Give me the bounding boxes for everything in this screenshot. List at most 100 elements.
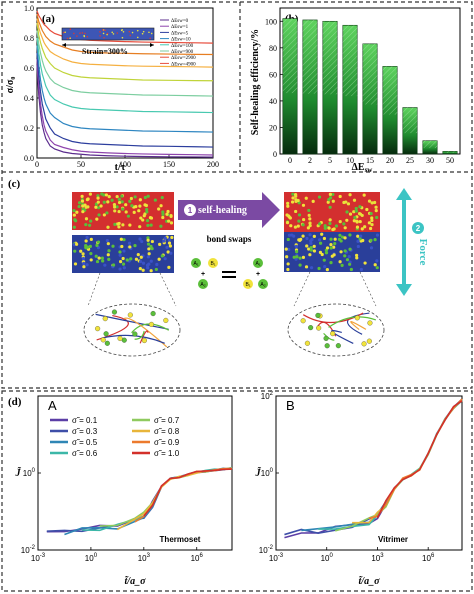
panel-b-xtick-label: 15: [366, 156, 374, 165]
block-particle: [72, 208, 76, 213]
block-particle: [332, 227, 336, 231]
panel-db-xtick-label: 10-3: [269, 553, 284, 563]
inset-particle: [66, 37, 69, 40]
block-particle: [143, 195, 147, 200]
block-particle: [100, 256, 105, 260]
block-particle: [141, 261, 146, 265]
panel-da-legend-label: σ̃ = 1.0: [154, 449, 180, 458]
zoom-chain: [347, 312, 370, 335]
block-particle: [72, 213, 76, 217]
panel-b-bar-hatch: [322, 21, 338, 95]
block-particle: [375, 266, 379, 270]
reaction-left-atom-a1: [191, 258, 201, 268]
inset-particle: [112, 33, 115, 35]
block-particle: [360, 227, 364, 231]
panel-da-xtick-label: 10-3: [31, 553, 46, 563]
inset-particle: [141, 32, 144, 35]
panel-b-bar-hatch: [382, 66, 398, 115]
zoom-particle: [324, 343, 330, 349]
block-particle: [163, 257, 167, 261]
block-particle: [289, 224, 293, 228]
block-particle: [137, 209, 141, 213]
panel-d-b-vitrimer-chart: B 10-3 100 103 106 10-2 100 102 Vitrimer t̃/a_…: [255, 391, 463, 587]
block-particle: [286, 237, 290, 242]
panel-b-bar-hatch: [302, 19, 318, 94]
block-particle: [73, 262, 78, 266]
block-particle: [89, 252, 93, 256]
inset-particle: [64, 31, 66, 34]
inset-particle: [129, 34, 132, 37]
block-particle: [112, 203, 117, 207]
force-arrow-top-head: [396, 188, 412, 200]
panel-a-series-line: [36, 37, 214, 114]
block-particle: [94, 202, 99, 206]
panel-da-legend-label: σ̃ = 0.7: [154, 416, 180, 425]
panel-a-xtick-label: 150: [163, 160, 175, 169]
block-particle: [72, 225, 76, 229]
bond-swap-reaction: A₁ B₁ + A₂ A₁ + B₁ A₂: [191, 258, 268, 289]
block-particle: [125, 258, 129, 262]
block-particle: [338, 260, 342, 264]
panel-a-legend-label: ΔEsw=5: [171, 31, 189, 36]
panel-a-ytick-label: 1.0: [24, 4, 34, 13]
block-particle: [106, 225, 110, 229]
vitrimer-label: Vitrimer: [378, 535, 408, 544]
block-particle: [287, 215, 291, 219]
block-particle: [97, 213, 101, 217]
inset-particle: [81, 32, 84, 34]
panel-b-xlabel-main: ΔE: [352, 162, 365, 173]
zoom-particle: [366, 338, 372, 344]
panel-db-series-line: [284, 398, 463, 536]
block-particle: [286, 262, 290, 266]
panel-b-ytick-label: 60: [269, 70, 277, 79]
inset-arrow-left-head: [62, 43, 66, 47]
block-particle: [150, 239, 154, 244]
panel-a-series-line: [36, 58, 214, 156]
block-particle: [318, 241, 323, 245]
block-particle: [117, 197, 121, 201]
block-particle: [358, 237, 362, 241]
inset-particle: [104, 29, 107, 32]
block-particle: [352, 219, 356, 223]
reaction-right-atom-a2: [258, 279, 268, 289]
panel-b-xtick-label: 0: [288, 156, 292, 165]
block-particle: [129, 196, 133, 201]
block-particle: [106, 242, 110, 246]
zoom-particle: [104, 340, 110, 346]
block-particle: [102, 213, 106, 217]
inset-particle: [148, 31, 150, 34]
block-particle: [122, 249, 126, 253]
block-particle: [325, 246, 330, 250]
block-particle: [107, 249, 111, 253]
block-particle: [145, 210, 149, 214]
block-particle: [286, 204, 290, 208]
block-particle: [122, 238, 126, 242]
block-particle: [88, 244, 93, 248]
block-particle: [295, 250, 299, 254]
block-particle: [362, 193, 366, 197]
block-particle: [120, 194, 124, 198]
block-particle: [301, 203, 306, 207]
block-particle: [285, 255, 289, 259]
block-particle: [141, 268, 145, 272]
block-particle: [333, 237, 337, 241]
panel-a-xtick-label: 0: [35, 160, 39, 169]
block-particle: [155, 262, 159, 267]
equilibrium-bar-bottom: [222, 276, 236, 278]
block-particle: [84, 217, 89, 221]
panel-b-bar-hatch: [342, 25, 358, 97]
block-particle: [332, 245, 336, 249]
block-particle: [121, 262, 126, 266]
block-particle: [290, 233, 294, 237]
block-particle: [130, 204, 134, 208]
panel-a-series-line: [36, 64, 214, 158]
block-particle: [146, 242, 151, 246]
block-particle: [121, 207, 125, 211]
block-particle: [309, 266, 314, 270]
block-particle: [355, 256, 359, 260]
block-particle: [363, 225, 367, 229]
block-particle: [373, 263, 377, 267]
panel-da-series-line: [46, 467, 233, 533]
zoom-particle: [308, 325, 314, 331]
block-particle: [157, 257, 161, 261]
